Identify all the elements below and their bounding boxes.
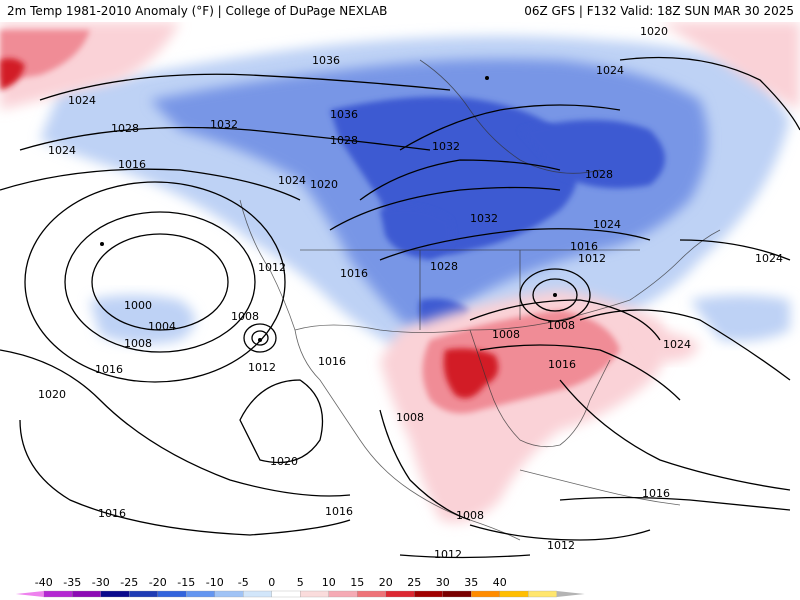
colorbar-block (214, 590, 244, 598)
isobar-label: 1024 (663, 338, 691, 351)
isobar-label: 1008 (124, 337, 152, 350)
isobar-label: 1024 (593, 218, 621, 231)
colorbar-tick-label: 35 (464, 576, 478, 589)
colorbar-tick-label: 0 (268, 576, 275, 589)
model-run-info: 06Z GFS | F132 Valid: 18Z SUN MAR 30 202… (524, 4, 794, 18)
isobar-label: 1016 (642, 487, 670, 500)
isobar-label: 1032 (470, 212, 498, 225)
colorbar-tick-label: 5 (297, 576, 304, 589)
isobar-label: 1028 (585, 168, 613, 181)
map-header: 2m Temp 1981-2010 Anomaly (°F) | College… (0, 0, 800, 22)
isobar-label: 1016 (570, 240, 598, 253)
isobar-label: 1032 (210, 118, 238, 131)
isobar-label: 1008 (456, 509, 484, 522)
isobar-label: 1028 (430, 260, 458, 273)
colorbar-tick-label: -30 (92, 576, 110, 589)
isobar-label: 1012 (547, 539, 575, 552)
colorbar-tick-label: -35 (63, 576, 81, 589)
isobar-label: 1016 (98, 507, 126, 520)
colorbar-tick-label: 40 (493, 576, 507, 589)
isobar-label: 1016 (318, 355, 346, 368)
colorbar-tick-label: -15 (177, 576, 195, 589)
isobar-label: 1024 (755, 252, 783, 265)
colorbar-block (385, 590, 415, 598)
isobar-label: 1012 (578, 252, 606, 265)
colorbar-tick-label: 30 (436, 576, 450, 589)
colorbar-block (129, 590, 158, 598)
isobar-label: 1008 (547, 319, 575, 332)
colorbar-block (300, 590, 329, 598)
isobar-label: 1020 (38, 388, 66, 401)
colorbar-block (72, 590, 101, 598)
isobar-label: 1024 (278, 174, 306, 187)
colorbar-block (186, 590, 215, 598)
isobar-label: 1004 (148, 320, 176, 333)
colorbar-tick-label: -10 (206, 576, 224, 589)
isobar-label: 1016 (340, 267, 368, 280)
colorbar-block (528, 590, 557, 598)
isobar-label: 1024 (68, 94, 96, 107)
isobar-label: 1036 (312, 54, 340, 67)
colorbar-tick-label: 25 (407, 576, 421, 589)
anomaly-colorbar: -40 -35 -30 -25 -20 -15 -10 -5 0 5 10 15 20 25 30 35 40 (0, 573, 800, 600)
isobar-label: 1020 (310, 178, 338, 191)
isobar-contours (0, 56, 800, 559)
colorbar-tick-label: 15 (350, 576, 364, 589)
colorbar-tick-label: 10 (322, 576, 336, 589)
colorbar-block (43, 590, 73, 598)
isobar-label: 1016 (118, 158, 146, 171)
colorbar-block (157, 590, 187, 598)
isobar-label: 1020 (640, 25, 668, 38)
isobar-label: 1012 (248, 361, 276, 374)
isobar-label: 1008 (492, 328, 520, 341)
colorbar-min-arrow (15, 591, 44, 597)
isobar-label: 1016 (548, 358, 576, 371)
colorbar-block (442, 590, 472, 598)
isobar-label: 1012 (434, 548, 462, 561)
colorbar-max-arrow (556, 591, 585, 597)
colorbar-tick-label: -5 (238, 576, 249, 589)
colorbar-block (328, 590, 358, 598)
isobar-label: 1024 (596, 64, 624, 77)
colorbar-block (357, 590, 386, 598)
colorbar-block (471, 590, 500, 598)
colorbar-block (271, 590, 301, 598)
temperature-anomaly-shading (0, 22, 800, 523)
isobar-label: 1032 (432, 140, 460, 153)
colorbar-block (499, 590, 529, 598)
colorbar-tick-label: -25 (120, 576, 138, 589)
isobar-label: 1000 (124, 299, 152, 312)
pressure-center-markers (100, 76, 557, 342)
isobar-label: 1028 (330, 134, 358, 147)
isobar-label: 1012 (258, 261, 286, 274)
colorbar-color-blocks (15, 590, 585, 598)
isobar-label: 1036 (330, 108, 358, 121)
isobar-label: 1008 (396, 411, 424, 424)
colorbar-tick-label: -20 (149, 576, 167, 589)
isobar-label: 1028 (111, 122, 139, 135)
weather-map: 1036 1020 1024 1028 1032 1036 1028 1032 … (0, 22, 800, 573)
colorbar-tick-label: 20 (379, 576, 393, 589)
colorbar-block (243, 590, 272, 598)
isobar-label: 1008 (231, 310, 259, 323)
colorbar-block (414, 590, 443, 598)
colorbar-tick-labels: -40 -35 -30 -25 -20 -15 -10 -5 0 5 10 15 20 25 30 35 40 (35, 576, 507, 589)
isobar-label: 1020 (270, 455, 298, 468)
isobar-labels: 1036 1020 1024 1028 1032 1036 1028 1032 … (38, 25, 783, 561)
colorbar-tick-label: -40 (35, 576, 53, 589)
isobar-label: 1016 (95, 363, 123, 376)
isobar-label: 1016 (325, 505, 353, 518)
isobar-label: 1024 (48, 144, 76, 157)
map-title: 2m Temp 1981-2010 Anomaly (°F) | College… (7, 4, 388, 18)
colorbar-block (100, 590, 130, 598)
